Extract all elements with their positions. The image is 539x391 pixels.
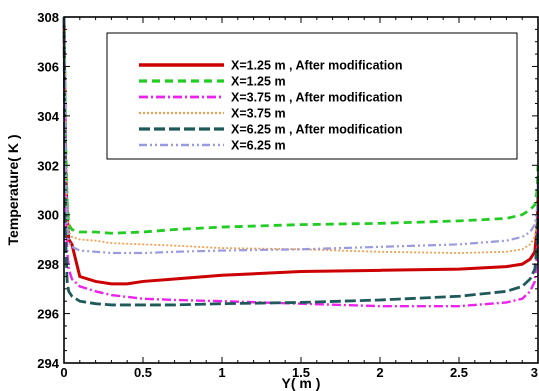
ticks-layer: 0 0.5 1 1.5 2 2.5 3 294 296 298 300 302 304 306 308 — [37, 10, 539, 380]
legend-label-6: X=6.25 m — [231, 139, 286, 153]
x-tick-label: 2 — [376, 365, 383, 380]
x-tick-label: 0 — [60, 365, 67, 380]
series-layer — [62, 16, 539, 308]
y-tick-label: 294 — [37, 356, 59, 371]
legend-label-5: X=6.25 m , After modification — [231, 123, 402, 137]
series-line-6 — [62, 16, 539, 255]
x-tick-label: 3 — [531, 365, 538, 380]
legend-label-1: X=1.25 m , After modification — [231, 59, 402, 73]
x-tick-label: 1.5 — [292, 365, 310, 380]
y-tick-label: 308 — [37, 10, 59, 25]
x-tick-label: 1 — [218, 365, 225, 380]
legend-label-3: X=3.75 m , After modification — [231, 91, 402, 105]
y-tick-label: 300 — [37, 208, 59, 223]
y-tick-label: 298 — [37, 257, 59, 272]
series-line-3 — [62, 16, 539, 308]
x-axis-title: Y( m ) — [282, 375, 321, 391]
y-tick-label: 302 — [37, 158, 59, 173]
x-tick-label: 2.5 — [450, 365, 468, 380]
y-tick-label: 304 — [37, 109, 59, 124]
x-tick-label: 0.5 — [134, 365, 152, 380]
legend-label-4: X=3.75 m — [231, 107, 286, 121]
y-axis-title: Temperature( K ) — [5, 135, 21, 246]
legend-label-2: X=1.25 m — [231, 75, 286, 89]
series-line-4 — [63, 16, 539, 254]
series-line-2 — [62, 16, 539, 235]
y-tick-label: 306 — [37, 59, 59, 74]
y-tick-label: 296 — [37, 307, 59, 322]
series-line-5 — [62, 16, 539, 307]
legend: X=1.25 m , After modification X=1.25 m X=3… — [106, 32, 518, 160]
